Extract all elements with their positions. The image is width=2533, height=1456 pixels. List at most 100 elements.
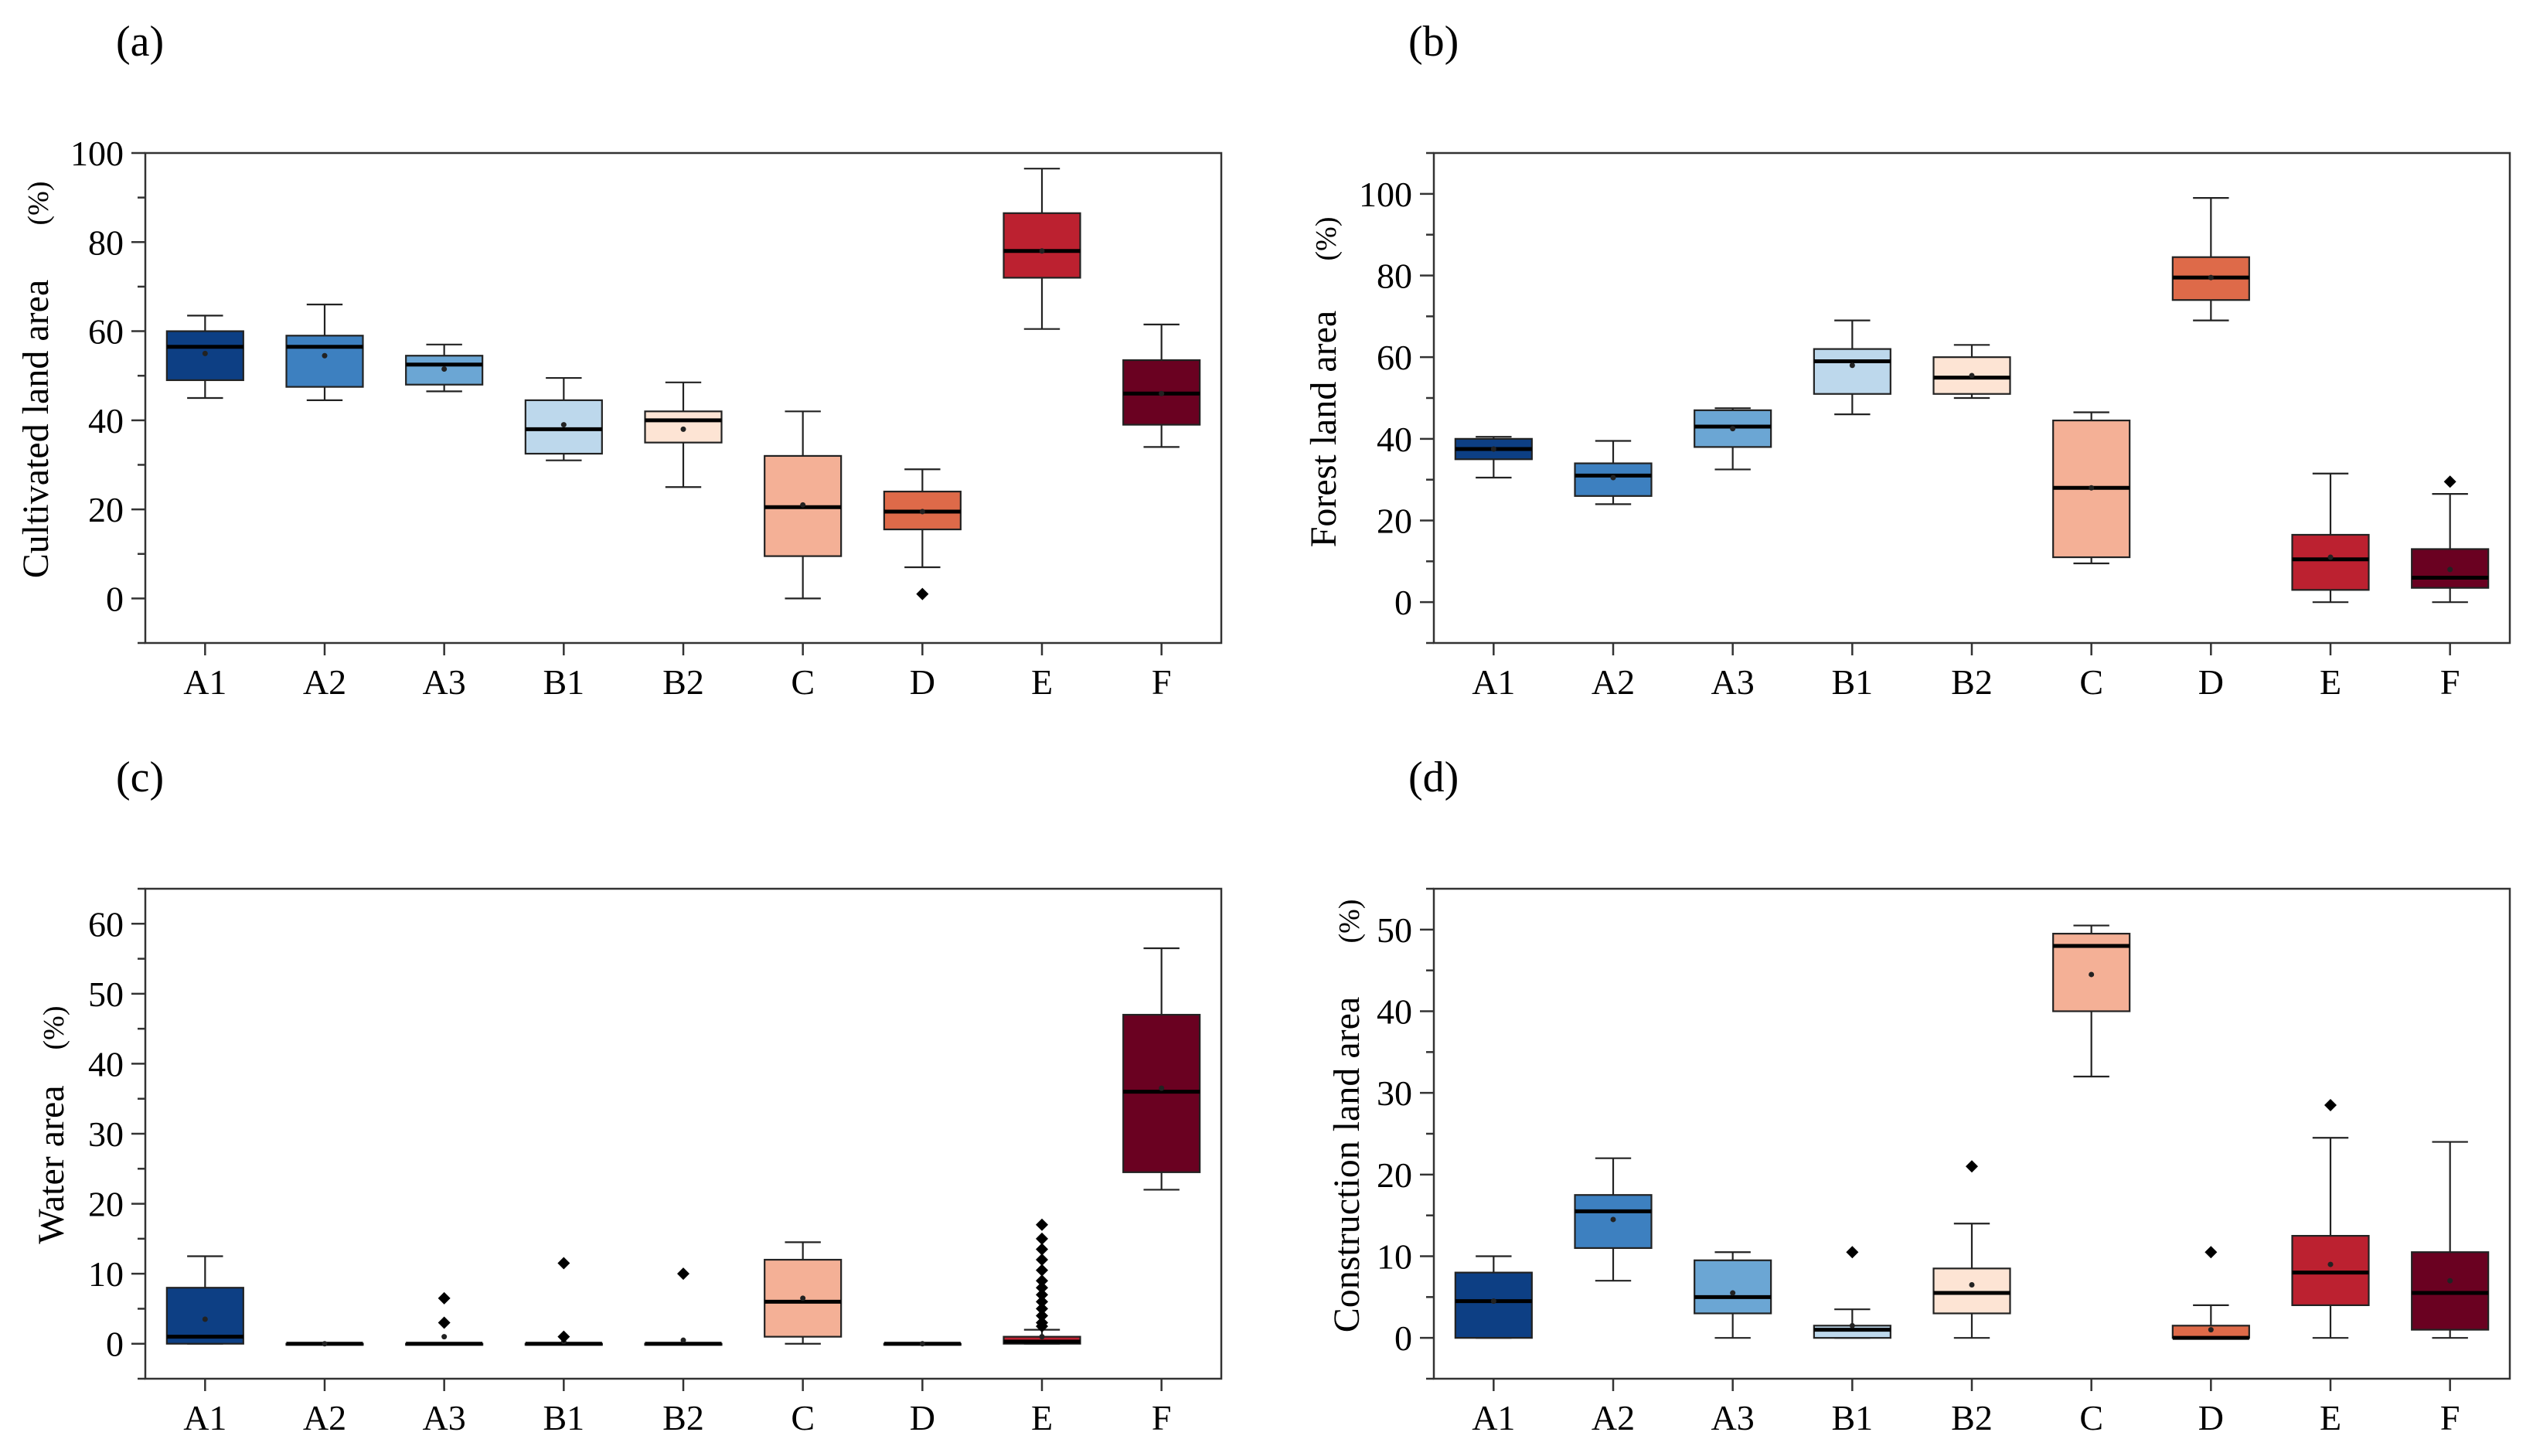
mean-marker	[2089, 485, 2095, 491]
outlier-marker	[1036, 1243, 1048, 1256]
mean-marker	[1969, 373, 1975, 379]
x-tick-label: F	[2440, 1398, 2460, 1437]
mean-marker	[800, 1295, 806, 1301]
mean-marker	[2447, 566, 2453, 573]
x-tick-label: D	[910, 662, 935, 702]
y-tick-label: 0	[106, 579, 124, 618]
mean-marker	[2208, 1327, 2214, 1333]
y-axis-label: Forest land area	[1303, 311, 1344, 548]
outlier-marker	[2324, 1099, 2337, 1112]
panel-d: (d) 0 10 20 30 40 50 Construction land area (%) A…	[1326, 754, 2511, 1437]
y-tick-label: 0	[1394, 1318, 1412, 1358]
mean-marker	[1730, 1290, 1736, 1296]
outlier-marker	[1036, 1254, 1048, 1267]
mean-marker	[560, 422, 567, 428]
box-iqr	[1932, 356, 2011, 395]
x-tick-label: E	[1031, 662, 1053, 702]
outlier-marker	[1036, 1302, 1048, 1315]
x-tick-label: C	[2079, 1398, 2103, 1437]
box-C	[2052, 411, 2131, 565]
outlier-marker	[2204, 1246, 2218, 1259]
y-tick-label: 20	[88, 490, 124, 529]
outlier-marker	[1036, 1264, 1048, 1277]
y-tick-label: 50	[88, 975, 124, 1014]
mean-marker	[2208, 274, 2214, 281]
box-B1	[1813, 319, 1891, 416]
mean-marker	[1610, 1216, 1616, 1223]
outlier-marker	[557, 1330, 570, 1343]
box-B2	[644, 381, 723, 488]
mean-marker	[680, 1337, 686, 1343]
box-iqr	[285, 335, 364, 388]
x-tick-label: E	[1031, 1398, 1053, 1437]
box-A1	[165, 1255, 244, 1345]
plot-frame	[144, 887, 1223, 1380]
box-E	[2291, 472, 2370, 604]
y-axis-label: Cultivated land area	[15, 280, 56, 579]
y-tick-label: 40	[1377, 992, 1412, 1032]
x-tick-label: A1	[183, 1398, 226, 1437]
outlier-marker	[1846, 1246, 1859, 1259]
y-tick-label: 40	[88, 1044, 124, 1083]
x-tick-label: A2	[303, 1398, 346, 1437]
outlier-marker	[1036, 1274, 1048, 1288]
outlier-marker	[1036, 1218, 1048, 1231]
box-E	[1003, 168, 1081, 330]
mean-marker	[919, 1341, 925, 1347]
y-axis-unit: (%)	[1333, 900, 1366, 944]
mean-marker	[1039, 248, 1045, 254]
y-tick-label: 10	[88, 1254, 124, 1294]
box-F	[2411, 1141, 2490, 1339]
outlier-marker	[557, 1257, 570, 1270]
box-iqr	[1454, 1271, 1533, 1339]
y-axis-unit: (%)	[1310, 217, 1343, 261]
x-tick-label: B2	[662, 1398, 704, 1437]
panel-label: (d)	[1408, 754, 1459, 801]
x-tick-label: C	[791, 662, 815, 702]
box-F	[2411, 475, 2490, 604]
box-A1	[165, 315, 244, 400]
x-tick-label: A3	[423, 1398, 466, 1437]
box-A1	[1454, 1255, 1533, 1339]
x-tick-label: D	[910, 1398, 935, 1437]
box-F	[1122, 947, 1201, 1191]
mean-marker	[1610, 475, 1616, 481]
y-axis-unit: (%)	[22, 182, 55, 226]
x-tick-label: B1	[1831, 662, 1873, 702]
y-tick-label: 60	[1377, 338, 1412, 377]
x-tick-label: A3	[1711, 1398, 1755, 1437]
x-tick-label: F	[2440, 662, 2460, 702]
outlier-marker	[1966, 1160, 1978, 1173]
box-A3	[405, 1291, 484, 1346]
outlier-marker	[916, 587, 929, 600]
y-tick-label: 30	[88, 1114, 124, 1154]
box-E	[2291, 1099, 2370, 1339]
box-B1	[1813, 1246, 1891, 1339]
outlier-marker	[1036, 1309, 1048, 1322]
mean-marker	[2327, 1261, 2334, 1267]
x-tick-label: A2	[303, 662, 346, 702]
mean-marker	[1849, 362, 1855, 369]
mean-marker	[202, 350, 208, 356]
x-tick-label: B2	[1951, 662, 1993, 702]
box-iqr	[764, 1258, 843, 1338]
y-tick-label: 40	[88, 401, 124, 441]
box-A2	[1574, 1157, 1653, 1282]
mean-marker	[441, 1334, 448, 1340]
y-axis-label: Water area	[31, 1085, 72, 1243]
y-tick-label: 0	[106, 1325, 124, 1364]
panel-c: (c) 0 10 20 30 40 50 60 Water area (%) A1 A2 A3 B1 B2 C…	[31, 754, 1223, 1437]
outlier-marker	[437, 1316, 451, 1329]
x-tick-label: A1	[1472, 662, 1515, 702]
mean-marker	[2327, 554, 2334, 560]
box-B2	[644, 1267, 723, 1346]
outlier-marker	[1036, 1281, 1048, 1294]
y-tick-label: 60	[88, 312, 124, 352]
box-iqr	[1574, 462, 1653, 497]
x-tick-label: B1	[543, 1398, 584, 1437]
panel-label: (b)	[1408, 18, 1459, 66]
mean-marker	[1039, 1334, 1045, 1340]
y-tick-label: 10	[1377, 1237, 1412, 1277]
mean-marker	[680, 426, 686, 432]
x-tick-label: A3	[1711, 662, 1755, 702]
